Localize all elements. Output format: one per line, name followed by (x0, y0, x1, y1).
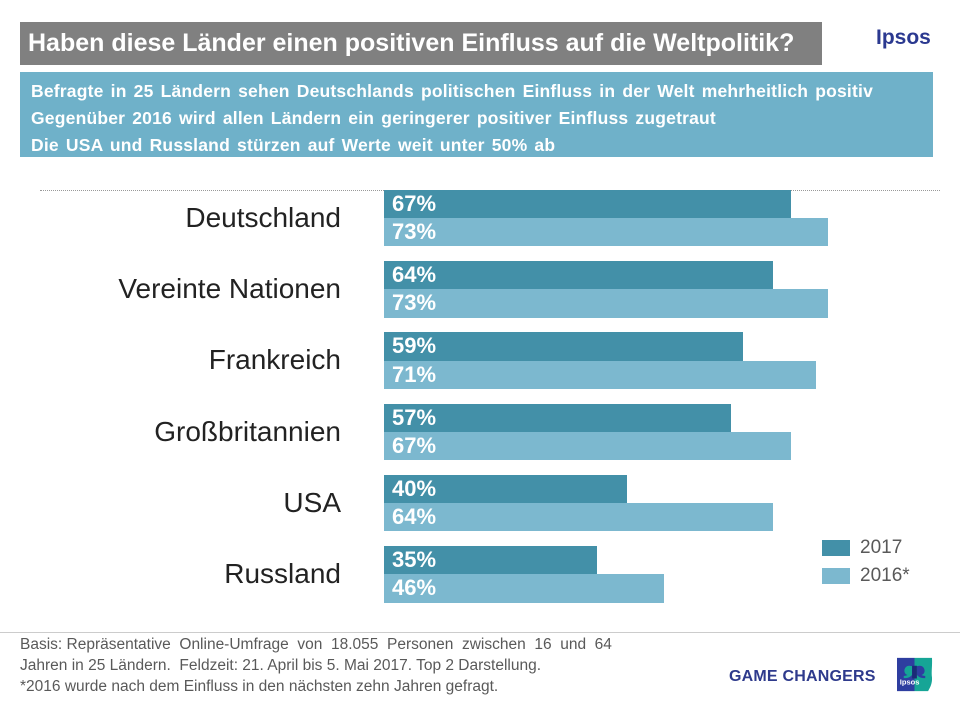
svg-text:Ipsos: Ipsos (900, 677, 920, 686)
